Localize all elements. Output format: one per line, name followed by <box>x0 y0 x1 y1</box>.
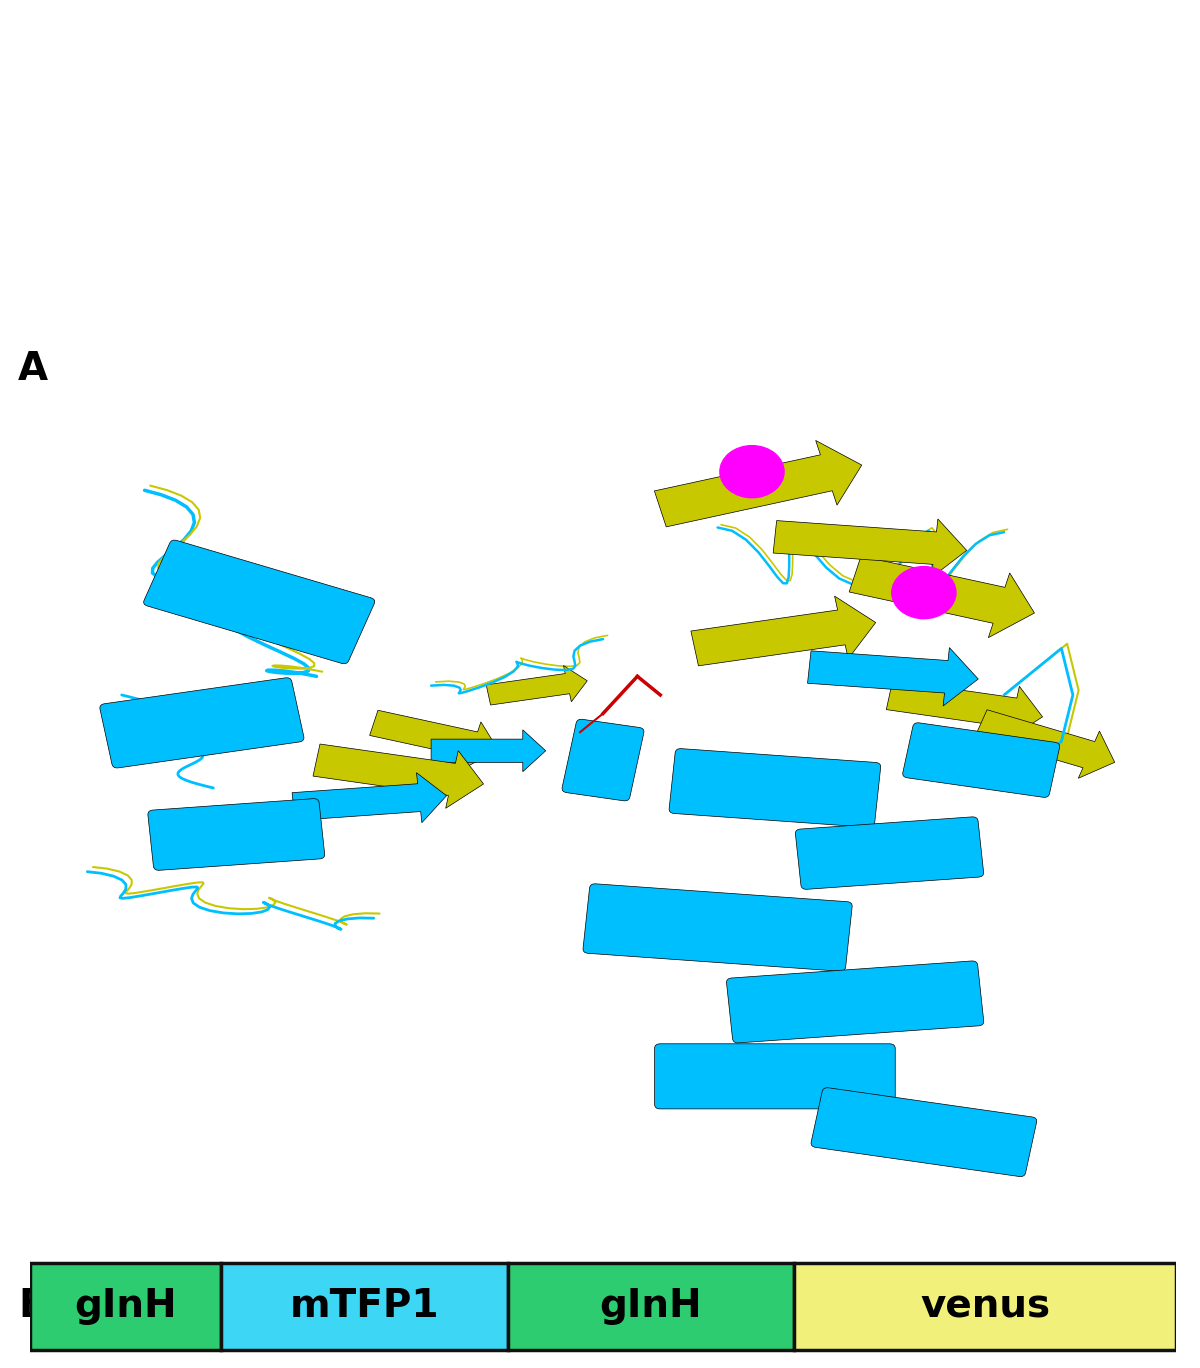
Text: A: A <box>18 350 48 389</box>
FancyBboxPatch shape <box>144 540 374 663</box>
FancyBboxPatch shape <box>739 969 972 1036</box>
FancyArrow shape <box>773 518 967 577</box>
FancyArrow shape <box>887 680 1043 739</box>
FancyBboxPatch shape <box>811 1088 1037 1176</box>
FancyBboxPatch shape <box>100 677 304 767</box>
FancyBboxPatch shape <box>572 729 634 791</box>
FancyArrow shape <box>808 647 978 706</box>
FancyBboxPatch shape <box>148 799 325 870</box>
Circle shape <box>720 446 784 498</box>
Circle shape <box>892 566 956 618</box>
FancyBboxPatch shape <box>902 722 1060 798</box>
FancyArrow shape <box>431 731 546 772</box>
Text: venus: venus <box>920 1287 1050 1326</box>
FancyArrow shape <box>292 773 446 822</box>
FancyBboxPatch shape <box>157 550 361 654</box>
FancyArrow shape <box>976 710 1115 778</box>
FancyBboxPatch shape <box>796 817 984 889</box>
FancyBboxPatch shape <box>670 748 881 828</box>
FancyBboxPatch shape <box>30 1264 221 1349</box>
FancyBboxPatch shape <box>595 892 840 963</box>
FancyBboxPatch shape <box>682 757 869 819</box>
FancyArrow shape <box>691 596 876 666</box>
Text: B: B <box>18 1286 48 1324</box>
Text: gInH: gInH <box>74 1287 176 1326</box>
Text: mTFP1: mTFP1 <box>289 1287 439 1326</box>
FancyBboxPatch shape <box>508 1264 794 1349</box>
FancyBboxPatch shape <box>654 1044 895 1109</box>
FancyArrow shape <box>654 440 862 527</box>
FancyBboxPatch shape <box>113 687 292 759</box>
FancyArrow shape <box>486 665 587 705</box>
Text: gInH: gInH <box>600 1287 702 1326</box>
FancyArrow shape <box>370 710 498 767</box>
FancyBboxPatch shape <box>562 720 644 800</box>
FancyArrow shape <box>313 744 484 808</box>
FancyBboxPatch shape <box>583 884 852 971</box>
FancyArrow shape <box>850 555 1034 637</box>
FancyBboxPatch shape <box>221 1264 508 1349</box>
FancyBboxPatch shape <box>794 1264 1176 1349</box>
FancyBboxPatch shape <box>726 960 984 1042</box>
